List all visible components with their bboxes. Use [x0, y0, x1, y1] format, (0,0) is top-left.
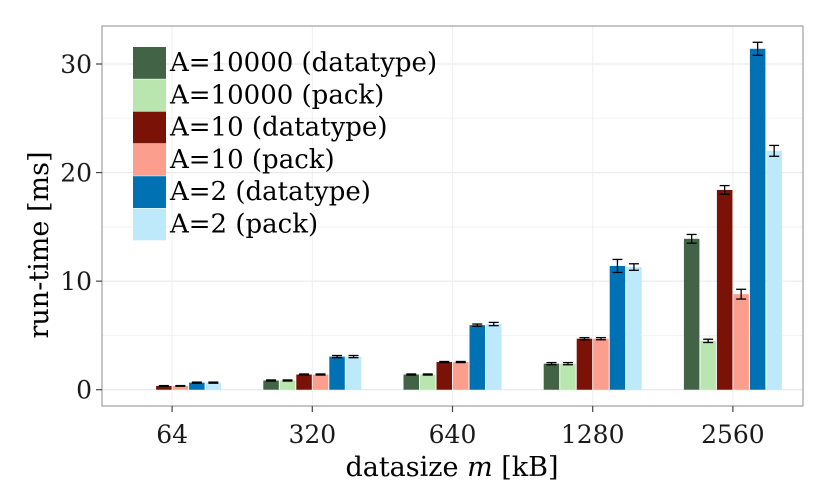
bar-a-2-datatype--320 [329, 356, 345, 390]
x-tick-label: 320 [288, 420, 336, 449]
x-axis-title: datasize m [kB] [345, 452, 558, 483]
bars [156, 48, 782, 390]
bar-a-10-datatype--640 [436, 362, 452, 390]
y-tick-label: 0 [76, 376, 92, 405]
bar-a-10000-pack--320 [279, 380, 296, 390]
grid-lines [102, 26, 803, 406]
x-axis-title-variable: m [467, 452, 493, 483]
legend-item: A=10 (datatype) [133, 111, 387, 144]
error-bar [191, 381, 202, 384]
error-bar [455, 360, 466, 364]
error-bar [299, 373, 310, 376]
error-bar [348, 354, 359, 359]
legend-swatch [133, 79, 166, 112]
legend-item: A=10000 (datatype) [133, 47, 437, 79]
error-bar [315, 373, 326, 376]
bar-a-2-pack--2560 [766, 150, 782, 390]
legend-label: A=10000 (datatype) [169, 48, 437, 78]
x-axis: 64 320 640 1280 2560 [156, 406, 765, 449]
error-bar [332, 354, 343, 359]
legend-item: A=10000 (pack) [133, 79, 384, 112]
error-bar [158, 384, 169, 387]
bar-a-10-pack--320 [312, 374, 329, 390]
legend-swatch [133, 47, 166, 79]
legend: A=10000 (datatype)A=10000 (pack)A=10 (da… [133, 47, 437, 241]
bar-a-10000-datatype--640 [403, 374, 419, 390]
error-bar [562, 361, 573, 366]
legend-swatch [133, 143, 166, 176]
error-bar [769, 144, 780, 157]
y-axis: 0 10 20 30 [60, 50, 102, 405]
error-bar [752, 41, 763, 56]
bar-a-2-datatype--640 [469, 325, 485, 390]
error-bar [208, 381, 219, 384]
error-bar [422, 373, 433, 376]
x-tick-label: 640 [429, 420, 477, 449]
bar-a-10000-pack--640 [420, 374, 436, 390]
legend-label: A=10 (pack) [169, 145, 335, 175]
bar-a-10000-datatype--320 [263, 380, 279, 390]
error-bars [158, 41, 780, 387]
error-bar [579, 336, 590, 341]
x-axis-title-prefix: datasize [345, 452, 467, 483]
y-tick-label: 30 [60, 50, 92, 79]
error-bar [472, 323, 483, 327]
bar-a-10-pack--64 [172, 385, 189, 390]
bar-a-10-pack--1280 [593, 338, 609, 390]
bar-a-10-pack--2560 [733, 294, 749, 390]
error-bar [282, 379, 293, 382]
error-bar [546, 361, 557, 366]
bar-a-10000-pack--2560 [700, 340, 716, 390]
error-bar [406, 373, 417, 376]
legend-label: A=2 (datatype) [169, 177, 371, 207]
x-tick-label: 1280 [561, 420, 625, 449]
y-tick-label: 20 [60, 159, 92, 188]
bar-a-2-datatype--64 [189, 382, 205, 390]
bar-a-10-datatype--2560 [716, 189, 733, 390]
error-bar [686, 233, 697, 244]
bar-a-2-datatype--2560 [749, 48, 766, 390]
error-bar [703, 338, 714, 344]
bar-a-2-pack--640 [486, 324, 502, 390]
x-tick-label: 2560 [701, 420, 765, 449]
error-bar [736, 288, 747, 300]
bar-a-2-pack--1280 [626, 267, 642, 390]
legend-label: A=2 (pack) [169, 210, 318, 240]
error-bar [628, 263, 639, 271]
bar-a-2-datatype--1280 [609, 265, 626, 390]
bar-a-2-pack--320 [345, 356, 362, 390]
bar-a-2-pack--64 [205, 382, 222, 390]
error-bar [612, 258, 623, 274]
bar-a-10-datatype--1280 [576, 338, 593, 390]
bar-a-10000-datatype--2560 [683, 238, 700, 390]
y-tick-label: 10 [60, 267, 92, 296]
error-bar [439, 360, 450, 364]
bar-a-10-pack--640 [453, 362, 469, 390]
legend-label: A=10000 (pack) [169, 80, 384, 110]
bar-a-10-datatype--64 [156, 385, 172, 390]
legend-label: A=10 (datatype) [169, 113, 387, 143]
x-axis-title-suffix: [kB] [493, 452, 559, 483]
bar-a-10000-pack--1280 [560, 363, 576, 390]
legend-item: A=10 (pack) [133, 143, 335, 176]
legend-item: A=2 (datatype) [133, 176, 371, 208]
error-bar [719, 184, 730, 195]
legend-item: A=2 (pack) [133, 208, 318, 241]
legend-swatch [133, 208, 166, 241]
x-tick-label: 64 [156, 420, 188, 449]
error-bar [266, 379, 277, 382]
bar-a-10000-datatype--1280 [543, 363, 560, 390]
legend-swatch [133, 111, 166, 144]
bar-a-10-datatype--320 [296, 374, 312, 390]
error-bar [488, 321, 499, 327]
y-axis-title: run-time [ms] [24, 152, 55, 339]
error-bar [175, 384, 186, 387]
error-bar [595, 336, 606, 341]
legend-swatch [133, 176, 166, 208]
